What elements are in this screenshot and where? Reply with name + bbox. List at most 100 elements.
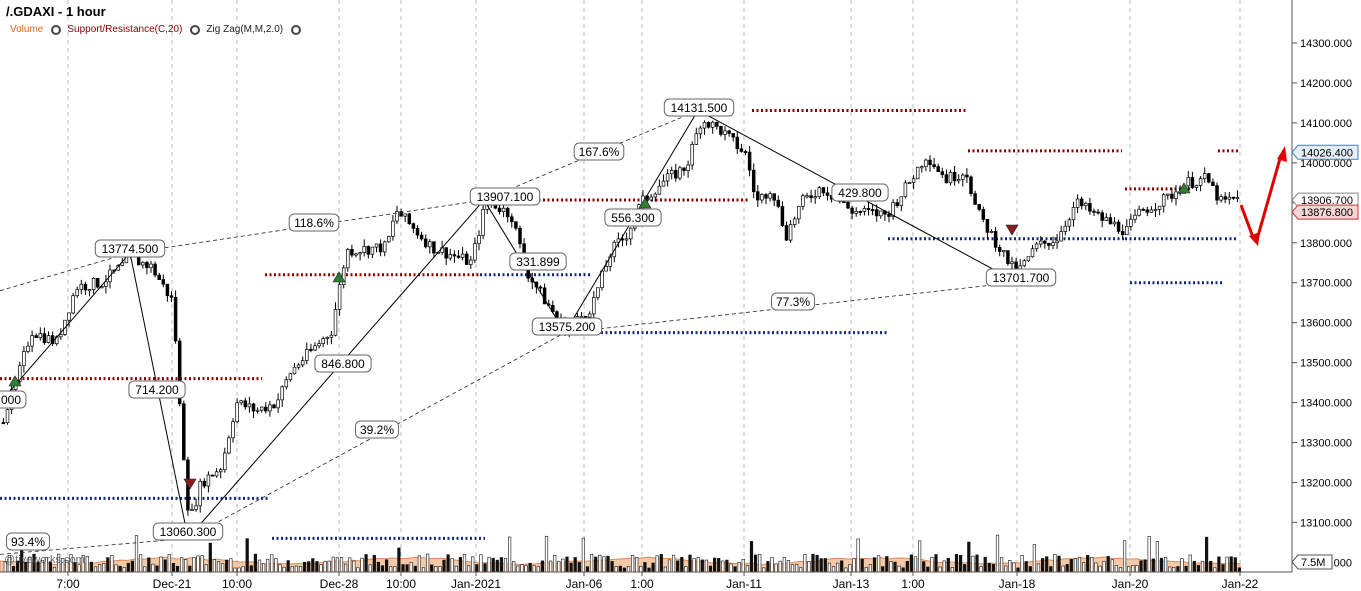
volume-bar: [212, 559, 217, 573]
volume-bar: [380, 565, 385, 573]
volume-bar: [1110, 559, 1114, 573]
volume-bar: [106, 557, 110, 573]
candle-body: [944, 174, 949, 184]
candle-body: [419, 234, 424, 240]
volume-bar: [102, 563, 106, 573]
candle-body: [46, 335, 51, 343]
volume-bar: [487, 557, 491, 573]
zigzag-point-label: 13774.500: [102, 242, 159, 256]
candle-body: [514, 221, 518, 229]
volume-bar: [860, 558, 864, 573]
candle-body: [1219, 196, 1223, 201]
candle-body: [592, 297, 596, 315]
volume-bar: [1098, 565, 1102, 573]
x-tick-label: 10:00: [222, 577, 252, 591]
volume-bar: [278, 564, 282, 573]
candle-body: [698, 127, 703, 135]
candle-body: [268, 404, 272, 412]
candle-body: [288, 373, 293, 381]
volume-bar: [134, 535, 139, 573]
volume-bar: [122, 567, 126, 573]
candle-body: [735, 136, 740, 150]
candle-body: [542, 287, 547, 305]
candle-body: [874, 209, 879, 217]
volume-bar: [872, 557, 877, 573]
x-tick-label: Jan-2021: [451, 577, 501, 591]
volume-bar: [602, 556, 606, 573]
volume-bar: [1053, 553, 1057, 573]
candle-body: [235, 402, 239, 422]
candle-body: [284, 379, 289, 388]
candle-body: [411, 223, 416, 229]
volume-bar: [967, 541, 971, 573]
candle-body: [747, 151, 752, 171]
volume-bar: [1049, 566, 1053, 573]
candle-body: [399, 211, 403, 217]
candle-body: [1010, 261, 1014, 265]
candle-body: [403, 213, 407, 217]
candle-body: [358, 252, 362, 255]
zigzag-point-label-box: [531, 317, 603, 336]
volume-bar: [93, 566, 98, 573]
volume-bar: [938, 566, 942, 573]
study-volume[interactable]: Volume: [10, 24, 44, 35]
volume-bar: [807, 561, 811, 573]
volume-bar: [1233, 557, 1237, 573]
volume-bar: [848, 564, 852, 573]
volume-bar: [1061, 565, 1065, 573]
zigzag-point-label: 14131.500: [671, 101, 728, 115]
swing-label: 846.800: [321, 357, 365, 371]
candle-body: [305, 348, 309, 361]
y-axis[interactable]: 14300.000 14200.000 14100.000 14000.000 1390…: [1291, 0, 1359, 572]
volume-bar: [749, 541, 754, 573]
candle-body: [341, 267, 346, 285]
volume-bar: [364, 554, 368, 573]
volume-bar: [696, 557, 700, 573]
volume-bar: [98, 564, 102, 573]
gear-icon[interactable]: [51, 24, 62, 35]
volume-bar: [184, 559, 188, 573]
gear-icon[interactable]: [190, 24, 201, 35]
volume-bar: [192, 557, 196, 573]
candle-body: [690, 144, 694, 166]
y-tick-label: 13500.000: [1300, 358, 1352, 370]
volume-bar: [1188, 554, 1192, 573]
candle-body: [801, 195, 805, 207]
candle-body: [510, 216, 514, 223]
candle-body: [190, 509, 194, 511]
zigzag-point-label: 13701.700: [993, 271, 1050, 285]
candle-body: [272, 404, 276, 409]
volume-bar: [1123, 540, 1127, 573]
candle-body: [83, 283, 88, 291]
volume-bar: [606, 555, 610, 573]
volume-bar: [979, 566, 983, 573]
volume-bar: [610, 561, 614, 573]
candle-body: [583, 316, 588, 318]
volume-bar: [1176, 566, 1180, 573]
gear-icon[interactable]: [291, 24, 302, 35]
volume-bar: [708, 565, 713, 573]
candle-body: [464, 253, 469, 265]
candle-body: [1084, 203, 1088, 207]
volume-bar: [360, 557, 364, 573]
candle-body: [473, 243, 477, 261]
candle-body: [653, 193, 658, 198]
study-support-resistance[interactable]: Support/Resistance(C,20): [67, 24, 183, 35]
candle-body: [206, 474, 211, 487]
zigzag-retracement-line: [0, 537, 189, 555]
retracement-label: 77.3%: [776, 295, 810, 309]
volume-bar: [680, 557, 684, 573]
candle-body: [264, 406, 268, 412]
candle-body: [1145, 209, 1150, 213]
volume-bar: [684, 566, 688, 573]
candle-body: [628, 227, 633, 240]
x-axis[interactable]: 7:00 Dec-21 10:00 Dec-28 10:00 Jan-2021 Jan-06…: [0, 571, 1292, 591]
volume-bar: [257, 559, 262, 573]
candle-body: [313, 345, 317, 351]
candle-body: [1059, 231, 1063, 242]
volume-bar: [376, 561, 381, 573]
study-zigzag[interactable]: Zig Zag(M,M,2.0): [206, 24, 284, 35]
candle-body: [1223, 196, 1227, 200]
price-flag: [1291, 144, 1359, 160]
